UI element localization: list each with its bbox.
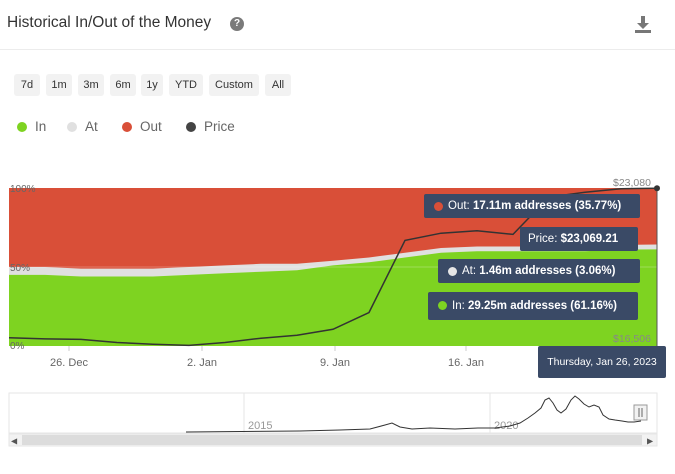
range-7d-button[interactable]: 7d bbox=[14, 74, 40, 96]
tooltip-in-value: 29.25m addresses (61.16%) bbox=[468, 300, 617, 312]
range-3m-button[interactable]: 3m bbox=[78, 74, 104, 96]
legend-label-out: Out bbox=[140, 119, 162, 134]
tooltip-at-label: At: bbox=[462, 265, 477, 277]
legend-dot-out bbox=[122, 122, 132, 132]
tooltip-price: Price: $23,069.21 bbox=[520, 227, 638, 251]
download-icon[interactable] bbox=[634, 15, 652, 33]
tooltip-dot-in bbox=[438, 301, 447, 310]
left-axis-tick: 100% bbox=[10, 184, 36, 195]
x-axis-label: 16. Jan bbox=[448, 357, 484, 369]
legend-dot-in bbox=[17, 122, 27, 132]
x-axis-label: 26. Dec bbox=[50, 357, 88, 369]
tooltip-price-value: $23,069.21 bbox=[560, 233, 619, 245]
left-axis-tick: 0% bbox=[10, 341, 25, 352]
page-title: Historical In/Out of the Money bbox=[7, 14, 212, 31]
left-axis-tick: 50% bbox=[10, 263, 30, 274]
legend-label-at: At bbox=[85, 119, 98, 134]
tooltip-price-label: Price: bbox=[528, 233, 558, 245]
tooltip-in: In: 29.25m addresses (61.16%) bbox=[428, 292, 638, 320]
legend-dot-at bbox=[67, 122, 77, 132]
range-6m-button[interactable]: 6m bbox=[110, 74, 136, 96]
range-ytd-button[interactable]: YTD bbox=[169, 74, 203, 96]
price-point bbox=[654, 185, 660, 192]
x-axis-label: 9. Jan bbox=[320, 357, 350, 369]
range-all-button[interactable]: All bbox=[265, 74, 291, 96]
question-circle-icon[interactable]: ? bbox=[230, 17, 244, 31]
x-axis-label: 2. Jan bbox=[187, 357, 217, 369]
tooltip-at-value: 1.46m addresses (3.06%) bbox=[479, 265, 616, 277]
range-1y-button[interactable]: 1y bbox=[141, 74, 163, 96]
legend-label-price: Price bbox=[204, 119, 235, 134]
tooltip-at: At: 1.46m addresses (3.06%) bbox=[438, 259, 640, 283]
range-custom-button[interactable]: Custom bbox=[209, 74, 259, 96]
legend-dot-price bbox=[186, 122, 196, 132]
tooltip-dot-at bbox=[448, 267, 457, 276]
widget-header: Historical In/Out of the Money ? bbox=[0, 0, 675, 50]
right-axis-bottom-label: $16,506 bbox=[613, 333, 651, 345]
legend-label-in: In bbox=[35, 119, 47, 134]
tooltip-dot-out bbox=[434, 202, 443, 211]
tooltip-out-label: Out: bbox=[448, 200, 470, 212]
right-axis-top-label: $23,080 bbox=[613, 177, 651, 189]
range-1m-button[interactable]: 1m bbox=[46, 74, 72, 96]
tooltip-out: Out: 17.11m addresses (35.77%) bbox=[424, 194, 640, 218]
tooltip-date: Thursday, Jan 26, 2023 bbox=[538, 346, 666, 378]
tooltip-out-value: 17.11m addresses (35.77%) bbox=[472, 200, 622, 212]
tooltip-in-label: In: bbox=[452, 300, 465, 312]
